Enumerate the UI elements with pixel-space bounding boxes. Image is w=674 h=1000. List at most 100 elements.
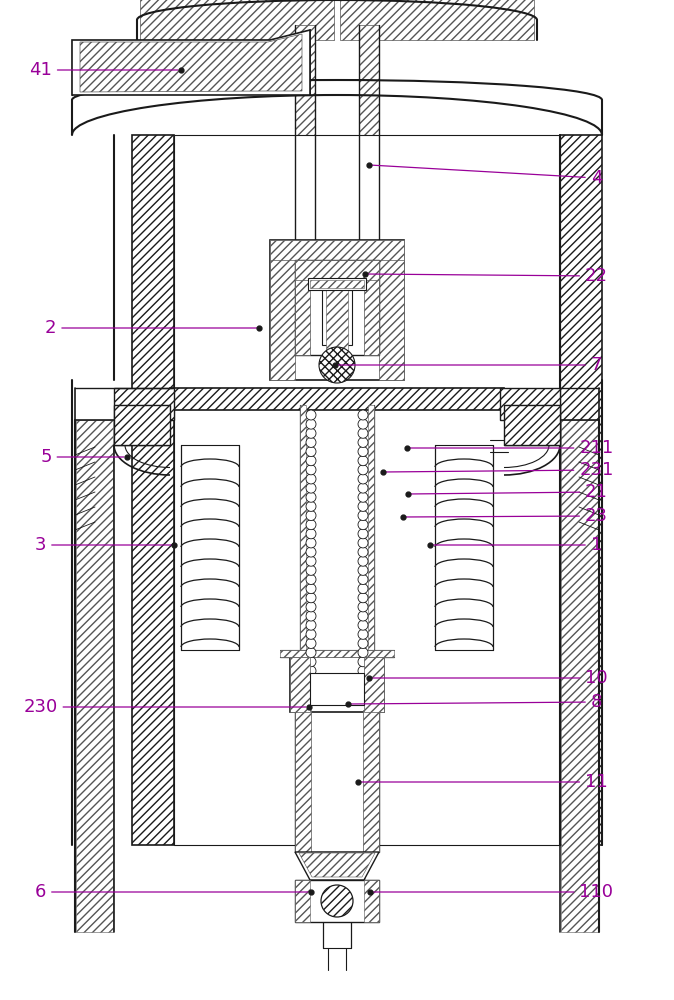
Bar: [140, 0, 334, 40]
Bar: [270, 240, 404, 380]
Text: 1: 1: [433, 536, 602, 554]
Circle shape: [306, 520, 316, 530]
Text: 7: 7: [338, 356, 603, 374]
Text: 10: 10: [371, 669, 608, 687]
Text: 11: 11: [361, 773, 608, 791]
Circle shape: [358, 593, 368, 603]
Circle shape: [358, 574, 368, 584]
Circle shape: [358, 419, 368, 429]
Circle shape: [306, 419, 316, 429]
Circle shape: [306, 447, 316, 457]
Bar: [295, 260, 379, 355]
Circle shape: [306, 584, 316, 594]
Text: 230: 230: [24, 698, 306, 716]
Circle shape: [358, 648, 368, 658]
Circle shape: [358, 483, 368, 493]
Circle shape: [358, 520, 368, 530]
Circle shape: [306, 620, 316, 630]
Circle shape: [358, 675, 368, 685]
Bar: [295, 260, 379, 280]
Bar: [295, 710, 379, 852]
Circle shape: [358, 657, 368, 667]
Bar: [295, 710, 311, 852]
Circle shape: [306, 675, 316, 685]
Circle shape: [358, 474, 368, 484]
Bar: [280, 650, 394, 657]
Bar: [500, 388, 560, 420]
Circle shape: [306, 574, 316, 584]
Circle shape: [306, 565, 316, 575]
Bar: [174, 135, 560, 845]
Circle shape: [358, 447, 368, 457]
Text: 41: 41: [29, 61, 178, 79]
Circle shape: [358, 501, 368, 511]
Circle shape: [306, 410, 316, 420]
Circle shape: [358, 410, 368, 420]
Text: 8: 8: [351, 693, 602, 711]
Bar: [114, 405, 170, 445]
Circle shape: [306, 638, 316, 648]
Circle shape: [306, 501, 316, 511]
Circle shape: [358, 437, 368, 447]
Polygon shape: [299, 853, 375, 877]
Polygon shape: [72, 30, 310, 95]
Text: 211: 211: [410, 439, 613, 457]
Circle shape: [306, 547, 316, 557]
Text: 110: 110: [373, 883, 613, 901]
Circle shape: [358, 529, 368, 539]
Text: 2: 2: [44, 319, 257, 337]
Circle shape: [306, 629, 316, 639]
Circle shape: [358, 465, 368, 475]
Bar: [310, 673, 364, 705]
Bar: [290, 657, 310, 712]
Bar: [300, 405, 306, 690]
Bar: [368, 405, 374, 690]
Text: 5: 5: [40, 448, 124, 466]
Bar: [322, 290, 352, 345]
Circle shape: [358, 556, 368, 566]
Circle shape: [358, 620, 368, 630]
Bar: [76, 420, 113, 932]
Bar: [308, 278, 366, 290]
Circle shape: [358, 428, 368, 438]
Bar: [364, 260, 379, 355]
Circle shape: [306, 437, 316, 447]
Circle shape: [358, 602, 368, 612]
Circle shape: [306, 648, 316, 658]
Text: 21: 21: [410, 483, 608, 501]
Circle shape: [306, 483, 316, 493]
Circle shape: [358, 638, 368, 648]
Circle shape: [306, 602, 316, 612]
Circle shape: [306, 666, 316, 676]
Bar: [290, 657, 384, 712]
Circle shape: [306, 465, 316, 475]
Bar: [295, 260, 310, 355]
Polygon shape: [295, 852, 379, 880]
Circle shape: [321, 885, 353, 917]
Circle shape: [306, 657, 316, 667]
Bar: [295, 880, 310, 922]
Circle shape: [358, 511, 368, 521]
Bar: [363, 710, 379, 852]
Polygon shape: [80, 34, 302, 92]
Circle shape: [306, 538, 316, 548]
Bar: [379, 240, 404, 380]
Bar: [132, 135, 174, 845]
Circle shape: [358, 584, 368, 594]
Circle shape: [306, 492, 316, 502]
Bar: [504, 405, 560, 445]
Bar: [359, 25, 379, 300]
Bar: [114, 388, 174, 420]
Circle shape: [319, 347, 355, 383]
Bar: [270, 240, 404, 260]
Circle shape: [358, 611, 368, 621]
Text: 4: 4: [372, 165, 603, 187]
Circle shape: [306, 556, 316, 566]
Text: 231: 231: [386, 461, 614, 479]
Circle shape: [358, 666, 368, 676]
Bar: [310, 280, 364, 288]
Circle shape: [358, 547, 368, 557]
Bar: [270, 240, 295, 380]
Circle shape: [358, 629, 368, 639]
Bar: [295, 880, 379, 922]
